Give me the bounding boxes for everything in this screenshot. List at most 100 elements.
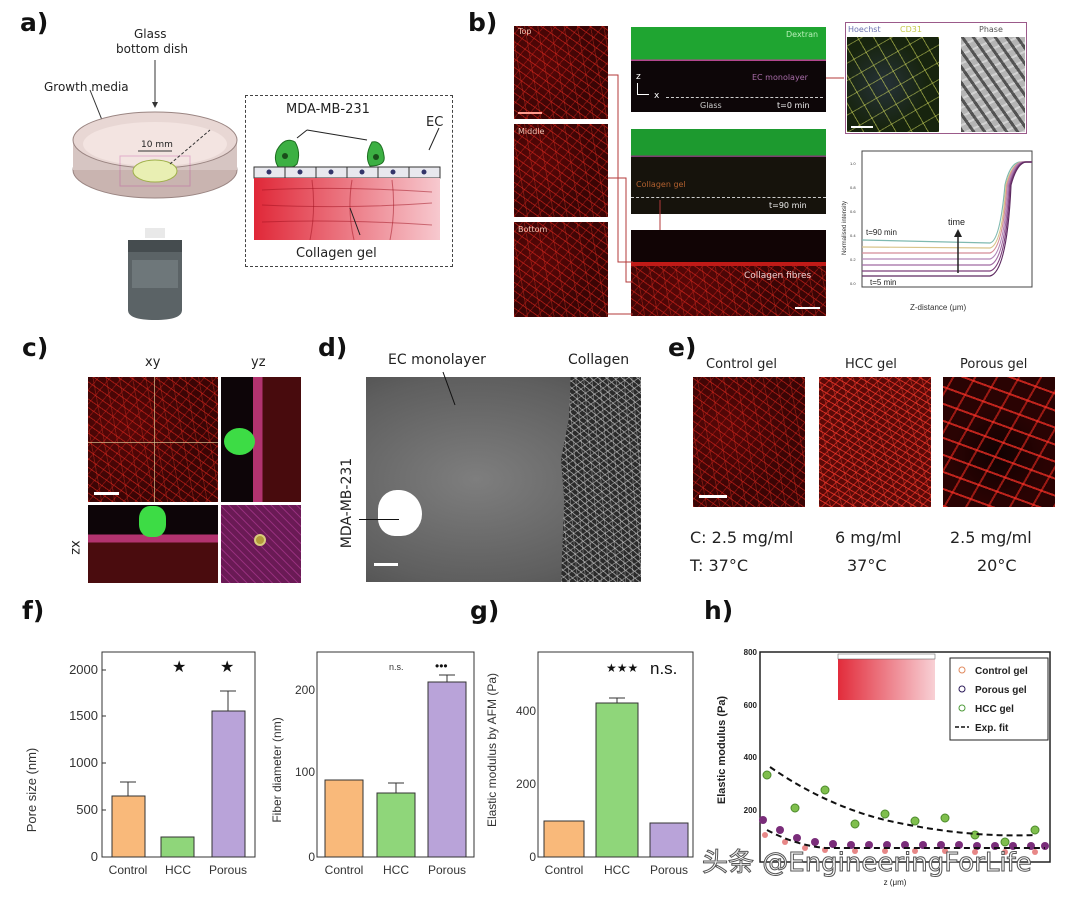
panel-f-label: f) bbox=[22, 596, 45, 625]
time-t0-label: t=0 min bbox=[777, 101, 810, 110]
svg-text:200: 200 bbox=[295, 683, 315, 697]
depth-modulus-chart: Elastic modulus (Pa) 800 600 400 200 Contro… bbox=[716, 648, 1051, 887]
svg-text:Control: Control bbox=[109, 863, 148, 877]
yz-label: yz bbox=[251, 355, 266, 370]
porous-gel-label: Porous gel bbox=[960, 357, 1028, 372]
axis-z-label: z bbox=[636, 72, 641, 82]
svg-text:HCC gel: HCC gel bbox=[975, 704, 1014, 715]
control-gel-image bbox=[693, 377, 805, 507]
svg-text:500: 500 bbox=[76, 802, 98, 817]
scale-bar bbox=[699, 495, 727, 498]
svg-text:★: ★ bbox=[220, 659, 234, 676]
hcc-temp: 37°C bbox=[847, 556, 887, 575]
panel-c-label: c) bbox=[22, 333, 49, 362]
slice-middle-label: Middle bbox=[518, 127, 545, 136]
svg-text:n.s.: n.s. bbox=[389, 662, 404, 672]
slice-bottom-label: Bottom bbox=[518, 225, 548, 234]
panel-a-label: a) bbox=[20, 8, 49, 37]
cell-gel-schematic bbox=[253, 127, 441, 240]
svg-text:0.6: 0.6 bbox=[850, 209, 856, 214]
scale-bar bbox=[795, 307, 820, 309]
crosshair-v bbox=[154, 377, 155, 502]
crosshair-h bbox=[88, 442, 218, 443]
ec-label: EC bbox=[426, 115, 444, 130]
slice-top-image bbox=[514, 26, 608, 119]
svg-text:HCC: HCC bbox=[165, 863, 191, 877]
scale-bar bbox=[518, 112, 542, 114]
control-conc: C: 2.5 mg/ml bbox=[690, 528, 794, 547]
panel-h-label: h) bbox=[704, 596, 734, 625]
panel-d-label: d) bbox=[318, 333, 348, 362]
glass-line bbox=[666, 97, 823, 98]
fiber-diameter-chart: Fiber diameter (nm) 0 100 200 n.s. ••• Con… bbox=[270, 651, 475, 877]
hcc-conc: 6 mg/ml bbox=[835, 528, 902, 547]
cell-white-blob bbox=[378, 490, 422, 536]
svg-text:Elastic modulus (Pa): Elastic modulus (Pa) bbox=[716, 696, 728, 805]
svg-text:600: 600 bbox=[744, 701, 758, 710]
inset-box bbox=[245, 95, 453, 267]
zdistance-axis-label: Z-distance (μm) bbox=[910, 303, 967, 312]
collagen-gel-label: Collagen gel bbox=[296, 246, 377, 261]
time-arrow-label: time bbox=[948, 217, 965, 227]
svg-text:n.s.: n.s. bbox=[650, 659, 677, 678]
svg-text:Porous: Porous bbox=[650, 863, 688, 877]
svg-text:Exp. fit: Exp. fit bbox=[975, 723, 1009, 734]
axis-x-label: x bbox=[654, 91, 660, 101]
t90-label: t=90 min bbox=[866, 228, 897, 237]
svg-text:0: 0 bbox=[308, 850, 315, 864]
scale-10mm-label: 10 mm bbox=[141, 140, 173, 150]
watermark: 头条 @EngineeringForLife bbox=[702, 848, 1033, 879]
stain-frame bbox=[845, 22, 1027, 134]
collagen-d-label: Collagen bbox=[568, 352, 630, 368]
svg-text:0.0: 0.0 bbox=[850, 281, 856, 286]
panel-b-label: b) bbox=[468, 8, 498, 37]
xy-label: xy bbox=[145, 355, 161, 370]
svg-text:100: 100 bbox=[295, 765, 315, 779]
glass-label: Glass bbox=[700, 101, 722, 110]
gel-line bbox=[631, 197, 826, 198]
cell-dot bbox=[254, 534, 266, 546]
pore-size-chart: Pore size (nm) 0 500 1000 1500 2000 ★ ★ Con… bbox=[24, 651, 256, 877]
svg-text:Porous: Porous bbox=[428, 863, 466, 877]
control-gel-label: Control gel bbox=[706, 357, 777, 372]
svg-text:400: 400 bbox=[744, 753, 758, 762]
cell-green-xz bbox=[139, 506, 166, 537]
svg-text:★: ★ bbox=[172, 659, 186, 676]
mda-d-label: MDA-MB-231 bbox=[339, 457, 356, 549]
cell-green-yz bbox=[224, 428, 255, 455]
svg-text:1000: 1000 bbox=[69, 755, 98, 770]
t5-label: t=5 min bbox=[870, 278, 896, 287]
hcc-gel-image bbox=[819, 377, 931, 507]
porous-conc: 2.5 mg/ml bbox=[950, 528, 1032, 547]
cd31-image bbox=[847, 37, 939, 132]
xz-label: xz bbox=[67, 540, 83, 555]
connector-lines bbox=[608, 74, 844, 315]
svg-text:0.4: 0.4 bbox=[850, 233, 856, 238]
svg-text:2000: 2000 bbox=[69, 662, 98, 677]
glass-dish-label-2: bottom dish bbox=[116, 42, 189, 56]
petri-dish-diagram bbox=[72, 60, 238, 320]
ec-pointer bbox=[442, 371, 456, 406]
svg-text:★★★: ★★★ bbox=[606, 661, 638, 675]
collagen-gel-b-label: Collagen gel bbox=[636, 180, 686, 189]
scale-bar bbox=[851, 126, 873, 128]
hoechst-label: Hoechst bbox=[848, 25, 881, 34]
svg-text:1500: 1500 bbox=[69, 708, 98, 723]
control-temp: T: 37°C bbox=[690, 556, 749, 575]
svg-text:0: 0 bbox=[529, 850, 536, 864]
phase-image bbox=[961, 37, 1025, 132]
svg-text:HCC: HCC bbox=[604, 863, 630, 877]
phase-label: Phase bbox=[979, 25, 1003, 34]
ec-monolayer-d-label: EC monolayer bbox=[388, 352, 486, 368]
panel-e-label: e) bbox=[668, 333, 697, 362]
svg-text:0.8: 0.8 bbox=[850, 185, 856, 190]
porous-temp: 20°C bbox=[977, 556, 1017, 575]
svg-text:800: 800 bbox=[744, 648, 758, 657]
sem-image bbox=[366, 377, 641, 582]
slice-bottom-image bbox=[514, 222, 608, 317]
svg-text:200: 200 bbox=[744, 806, 758, 815]
norm-intensity-axis-label: Normalised intensity bbox=[842, 201, 848, 255]
svg-text:Control: Control bbox=[545, 863, 584, 877]
svg-text:400: 400 bbox=[516, 704, 536, 718]
svg-text:0.2: 0.2 bbox=[850, 257, 856, 262]
